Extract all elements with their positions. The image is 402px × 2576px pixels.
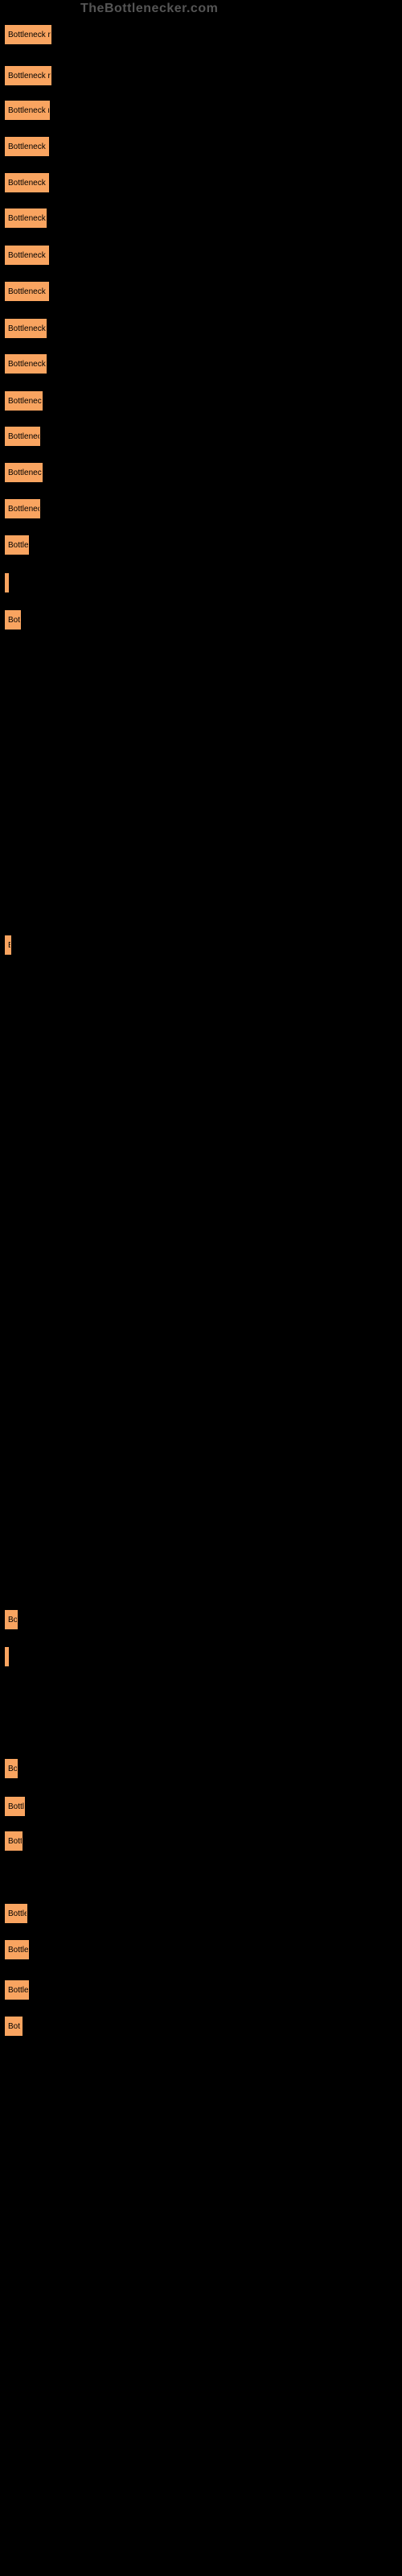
- bar: Bottleneck res: [5, 25, 51, 44]
- bar: Bottlenec: [5, 427, 40, 446]
- bar-row: Bo: [5, 1610, 18, 1629]
- bar: Bo: [5, 1610, 18, 1629]
- bar-row: Bottleneck re: [5, 101, 50, 120]
- bar-row: Bottlenec: [5, 427, 40, 446]
- bar-row: Bottlenec: [5, 499, 40, 518]
- bar-row: Bottleneck re: [5, 282, 49, 301]
- bar: Bottleneck r: [5, 354, 47, 374]
- bar: Bottleneck re: [5, 246, 49, 265]
- bar: Bottleneck re: [5, 282, 49, 301]
- bar-row: Bottleneck: [5, 463, 43, 482]
- bar: Bottleneck re: [5, 173, 49, 192]
- bar: Bottle: [5, 535, 29, 555]
- bar: Bottl: [5, 1797, 25, 1816]
- bar-row: Bottleneck res: [5, 66, 51, 85]
- bar-row: Bottleneck r: [5, 208, 47, 228]
- bar-row: Bottle: [5, 1940, 29, 1959]
- bar: [5, 573, 9, 592]
- bar: Bottleneck re: [5, 101, 50, 120]
- bar: Bottleneck: [5, 463, 43, 482]
- bar-row: Bo: [5, 1759, 18, 1778]
- bar: Bottle: [5, 1904, 27, 1923]
- bar-row: Bottleneck r: [5, 354, 47, 374]
- bar-row: Bottl: [5, 1797, 25, 1816]
- bar-row: Bottleneck re: [5, 137, 49, 156]
- bar: [5, 1647, 9, 1666]
- bar-row: Bott: [5, 1831, 23, 1851]
- bar-row: Bottle: [5, 1980, 29, 2000]
- bar-row: Bottleneck: [5, 391, 43, 411]
- bar-row: Bot: [5, 2017, 23, 2036]
- bar-row: Bottleneck re: [5, 246, 49, 265]
- bar-row: Bottle: [5, 535, 29, 555]
- bar-row: Bottleneck re: [5, 173, 49, 192]
- bar-row: Bot: [5, 610, 21, 630]
- bar-row: Bottle: [5, 1904, 27, 1923]
- bar: Bottlenec: [5, 499, 40, 518]
- bar-row: [5, 573, 9, 592]
- bar: Bottle: [5, 1940, 29, 1959]
- bar: B: [5, 935, 11, 955]
- bar: Bottleneck re: [5, 137, 49, 156]
- bar: Bot: [5, 2017, 23, 2036]
- bar: Bott: [5, 1831, 23, 1851]
- bar: Bottle: [5, 1980, 29, 2000]
- bar-row: Bottleneck res: [5, 25, 51, 44]
- bar: Bottleneck r: [5, 208, 47, 228]
- bar: Bottleneck: [5, 391, 43, 411]
- bar-row: [5, 1647, 9, 1666]
- bar-row: Bottleneck r: [5, 319, 47, 338]
- bar: Bottleneck res: [5, 66, 51, 85]
- bar: Bottleneck r: [5, 319, 47, 338]
- bar: Bot: [5, 610, 21, 630]
- bar-row: B: [5, 935, 11, 955]
- logo-text: TheBottlenecker.com: [80, 2, 218, 16]
- bar: Bo: [5, 1759, 18, 1778]
